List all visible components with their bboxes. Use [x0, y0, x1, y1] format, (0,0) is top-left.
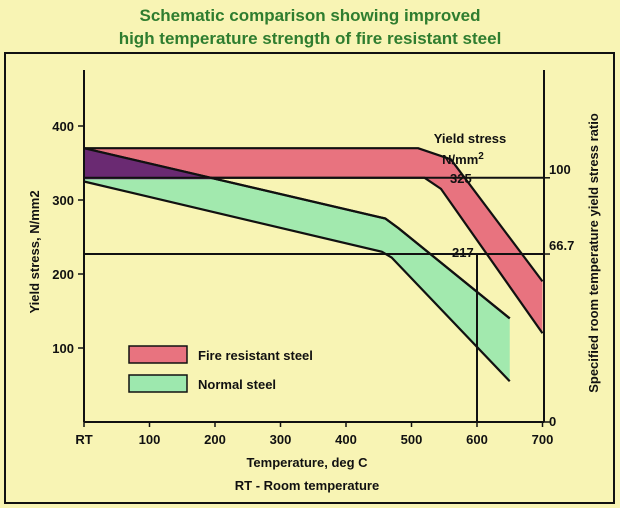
x-tick-500: 500 — [401, 432, 423, 447]
yield-units-sup: 2 — [478, 151, 484, 162]
chart-frame — [4, 52, 615, 504]
chart-title-line1: Schematic comparison showing improved — [139, 6, 481, 25]
legend-swatch-fire-resistant — [128, 345, 188, 364]
y2-tick-100: 100 — [549, 162, 571, 177]
y-axis-title: Yield stress, N/mm2 — [27, 190, 42, 313]
x-axis-title: Temperature, deg C — [246, 455, 368, 470]
y2-tick-66.7: 66.7 — [549, 238, 574, 253]
y-tick-200: 200 — [52, 267, 74, 282]
legend-swatch-normal — [128, 374, 188, 393]
yield-stress-label: Yield stress — [434, 131, 507, 146]
footnote: RT - Room temperature — [235, 478, 379, 493]
y-tick-100: 100 — [52, 341, 74, 356]
chart-title-line2: high temperature strength of fire resist… — [118, 29, 502, 48]
x-tick-400: 400 — [335, 432, 357, 447]
reference-lines — [84, 176, 544, 422]
y-tick-300: 300 — [52, 193, 74, 208]
chart-title: Schematic comparison showing improved hi… — [0, 4, 620, 50]
y2-tick-0: 0 — [549, 414, 556, 429]
annotation-325: 325 — [450, 171, 472, 186]
yield-stress-units-label: N/mm2 — [442, 151, 484, 167]
x-tick-200: 200 — [204, 432, 226, 447]
x-tick-RT: RT — [75, 432, 92, 447]
series-upper-fire-resistant-steel — [84, 147, 544, 283]
annotation-217: 217 — [452, 245, 474, 260]
legend-label-fire-resistant: Fire resistant steel — [198, 348, 313, 363]
x-tick-600: 600 — [466, 432, 488, 447]
axis-layer — [83, 70, 545, 423]
x-tick-100: 100 — [139, 432, 161, 447]
series-upper-normal-overlay — [83, 147, 511, 320]
yield-units-text: N/mm — [442, 152, 478, 167]
tick-layer: RT 100 200 300 400 500 600 700 100 200 300 400 0 66.7… — [52, 119, 574, 447]
x-tick-300: 300 — [270, 432, 292, 447]
legend: Fire resistant steel Normal steel — [128, 345, 313, 393]
x-tick-700: 700 — [532, 432, 554, 447]
legend-label-normal: Normal steel — [198, 377, 276, 392]
y-tick-400: 400 — [52, 119, 74, 134]
y2-axis-title: Specified room temperature yield stress … — [586, 113, 601, 393]
